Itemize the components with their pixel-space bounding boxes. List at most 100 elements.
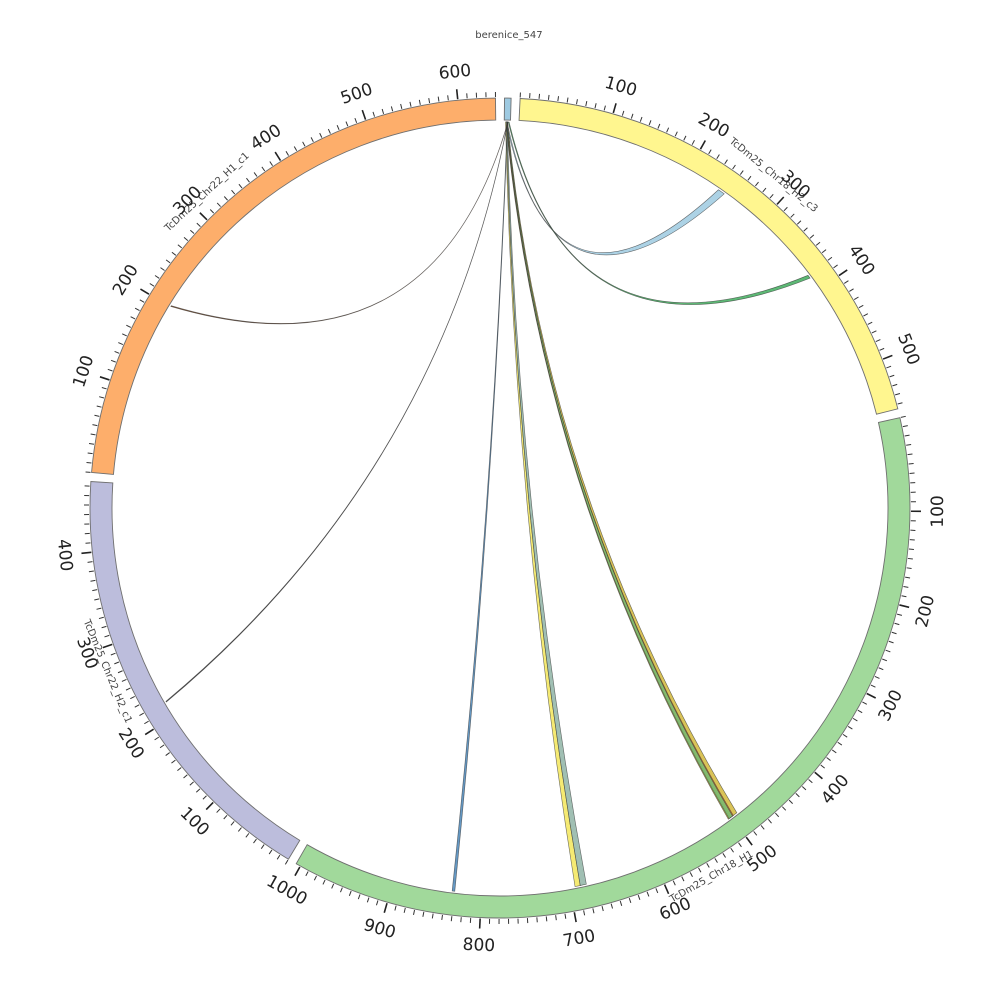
tick-mark: [879, 347, 885, 351]
tick-mark: [566, 97, 569, 103]
tick-mark: [253, 838, 257, 844]
tick-mark: [177, 244, 183, 249]
tick-mark: [897, 402, 903, 405]
tick-mark: [428, 98, 431, 104]
tick-mark: [88, 570, 94, 573]
tick-mark: [110, 652, 116, 656]
tick-mark: [808, 779, 813, 784]
tick-mark: [87, 561, 93, 563]
link-ribbon: [505, 121, 738, 820]
tick-label: 900: [361, 915, 398, 943]
tick-mark: [628, 897, 632, 904]
tick-mark: [585, 101, 588, 107]
tick-mark: [190, 229, 195, 234]
tick-mark: [689, 872, 693, 878]
tick-mark: [260, 844, 265, 849]
link-ribbon: [506, 121, 734, 820]
tick-mark: [447, 95, 449, 101]
tick-mark: [878, 667, 884, 671]
tick-mark: [775, 812, 780, 818]
tick-mark: [94, 414, 100, 417]
tick-label: 500: [338, 79, 375, 109]
tick-mark: [814, 771, 823, 780]
tick-mark: [86, 461, 92, 464]
tick-mark: [837, 741, 843, 746]
tick-mark: [827, 256, 833, 261]
tick-mark: [767, 819, 772, 824]
tick-mark: [557, 96, 560, 102]
tick-label: 800: [462, 935, 495, 957]
tick-mark: [899, 604, 910, 609]
segment-TcDm25_Chr22_H2_c1: [89, 481, 301, 860]
tick-mark: [866, 692, 877, 699]
tick-label: 400: [817, 771, 853, 809]
tick-mark: [400, 103, 403, 110]
tick-mark: [716, 154, 720, 160]
tick-mark: [92, 424, 98, 427]
tick-label: 200: [912, 593, 939, 629]
tick-mark: [104, 634, 110, 638]
tick-mark: [795, 793, 800, 798]
tick-mark: [730, 847, 734, 853]
tick-mark: [732, 164, 736, 170]
tick-mark: [202, 795, 207, 800]
tick-mark: [134, 704, 140, 708]
link-ribbon: [505, 121, 734, 819]
tick-mark: [820, 764, 825, 769]
tick-mark: [849, 288, 854, 292]
tick-mark: [413, 909, 416, 916]
tick-mark: [862, 701, 868, 705]
tick-mark: [205, 801, 214, 811]
tick-mark: [889, 374, 895, 378]
tick-mark: [803, 227, 808, 232]
tick-mark: [196, 222, 201, 227]
tick-mark: [345, 121, 349, 127]
tick-mark: [738, 842, 742, 848]
tick-mark: [821, 249, 827, 254]
tick-mark: [886, 365, 892, 369]
tick-mark: [594, 103, 597, 109]
tick-mark: [366, 897, 370, 903]
tick-mark: [261, 166, 266, 172]
tick-mark: [357, 894, 361, 900]
tick-mark: [722, 853, 727, 858]
tick-mark: [753, 831, 758, 836]
tick-mark: [223, 196, 228, 201]
tick-mark: [305, 871, 309, 877]
tick-mark: [372, 111, 376, 117]
tick-mark: [724, 159, 728, 165]
tick-mark: [294, 866, 301, 877]
tick-mark: [171, 759, 176, 764]
tick-mark: [576, 99, 578, 105]
tick-mark: [630, 113, 634, 119]
tick-mark: [831, 749, 837, 754]
tick-mark: [698, 867, 702, 873]
tick-label: 400: [53, 538, 76, 572]
tick-mark: [381, 108, 385, 114]
links-layer: [165, 121, 811, 892]
tick-mark: [894, 622, 900, 626]
tick-mark: [101, 387, 107, 390]
tick-mark: [747, 175, 752, 181]
tick-mark: [905, 576, 911, 579]
tick-mark: [118, 342, 124, 346]
tick-label: 100: [928, 495, 948, 528]
tick-mark: [706, 862, 710, 868]
tick-label: 1000: [263, 871, 311, 910]
ticks-layer: 1002003004005001002003004005006007008009…: [53, 61, 948, 957]
tick-mark: [901, 595, 907, 598]
tick-mark: [81, 551, 92, 555]
tick-mark: [852, 717, 858, 722]
tick-mark: [863, 313, 869, 317]
tick-mark: [896, 613, 903, 616]
link-ribbon: [507, 121, 811, 305]
tick-mark: [268, 849, 273, 855]
tick-label: 600: [438, 61, 472, 84]
tick-mark: [843, 280, 849, 284]
tick-mark: [853, 296, 859, 300]
tick-mark: [441, 914, 443, 920]
tick-mark: [907, 557, 913, 560]
tick-mark: [319, 132, 323, 138]
tick-mark: [130, 695, 135, 700]
tick-mark: [274, 151, 282, 161]
